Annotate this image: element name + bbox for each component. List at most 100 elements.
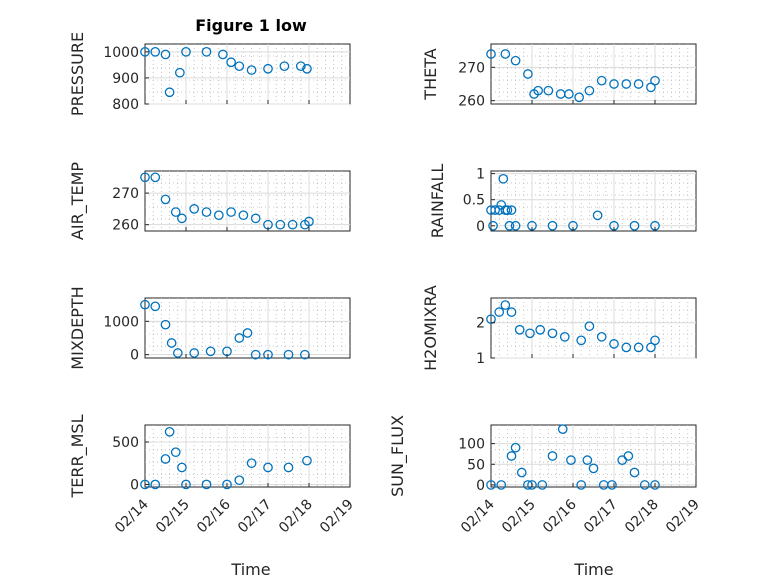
terr-msl-point [222, 479, 232, 490]
h2omixra-point [494, 307, 505, 317]
terr-msl-point [246, 458, 257, 469]
rainfall-point [506, 205, 517, 215]
air-temp-point [170, 207, 181, 217]
h2omixra-point [547, 328, 558, 339]
sun-flux-point [623, 451, 634, 461]
h2omixra-point [559, 331, 570, 342]
h2omixra-point [486, 314, 496, 325]
terr-msl-point [201, 479, 212, 490]
sun-flux-point [486, 480, 496, 490]
mixdepth-point [140, 299, 150, 310]
theta-points [486, 49, 660, 103]
rainfall-ytick-label: 0.5 [463, 193, 485, 209]
h2omixra-point [500, 300, 511, 310]
sun-flux-ytick-label: 50 [467, 457, 485, 473]
mixdepth-point [172, 348, 183, 358]
pressure-point [175, 67, 185, 78]
sun-flux-point [582, 455, 593, 465]
rainfall-points [486, 173, 660, 231]
terr-msl-points [140, 426, 312, 490]
sun-flux-ytick-label: 100 [458, 437, 485, 453]
mixdepth-point [166, 338, 177, 348]
air-temp-point [201, 207, 212, 217]
terr-msl-ytick-label: 0 [130, 477, 139, 493]
pressure-point [160, 49, 171, 60]
rainfall-ytick-label: 1 [476, 167, 485, 183]
theta-point [533, 85, 544, 96]
h2omixra-points [486, 300, 660, 353]
theta-point [510, 55, 521, 66]
air-temp-point [150, 172, 161, 183]
h2omixra-point [584, 321, 595, 332]
air-temp-point [226, 207, 236, 217]
sun-flux-point [510, 442, 521, 453]
terr-msl-point [170, 447, 181, 458]
axes-mixdepth: 0 1000 MIXDEPTH [68, 286, 351, 370]
mixdepth-ytick-label: 0 [130, 348, 139, 364]
rainfall-point [488, 220, 498, 231]
theta-point [486, 49, 496, 59]
pressure-point [295, 61, 306, 72]
pressure-ytick-label: 1000 [103, 45, 139, 61]
terr-msl-point [177, 462, 187, 473]
mixdepth-point [263, 349, 273, 360]
theta-ytick-label: 270 [458, 60, 485, 76]
air-temp-point [238, 210, 249, 221]
h2omixra-point [535, 324, 546, 335]
pressure-point [234, 61, 245, 72]
sun-flux-point [588, 463, 599, 474]
h2omixra-ytick-label: 1 [476, 351, 485, 367]
rainfall-point [504, 220, 515, 231]
mixdepth-ylabel: MIXDEPTH [68, 286, 87, 369]
axes-rainfall: 0 0.5 1 RAINFALL [428, 164, 697, 239]
air-temp-point [304, 216, 314, 227]
terr-msl-point [164, 426, 175, 437]
sun-flux-point [576, 480, 587, 490]
mixdepth-ytick-label: 1000 [103, 314, 139, 330]
pressure-point [218, 49, 228, 60]
h2omixra-point [621, 342, 632, 353]
h2omixra-ytick-label: 2 [476, 316, 485, 332]
air-temp-point [140, 172, 150, 183]
air-temp-ytick-label: 260 [112, 218, 139, 234]
theta-point [543, 85, 554, 96]
pressure-point [164, 87, 175, 98]
pressure-ytick-label: 900 [112, 71, 139, 87]
h2omixra-point [633, 342, 644, 353]
rainfall-ylabel: RAINFALL [428, 164, 447, 239]
h2omixra-point [525, 328, 535, 339]
air-temp-point [287, 219, 298, 230]
h2omixra-point [650, 335, 660, 346]
sun-flux-point [566, 455, 576, 465]
rainfall-point [490, 205, 500, 215]
sun-flux-point [607, 480, 617, 490]
sun-flux-point [527, 480, 537, 490]
sun-flux-point [639, 480, 650, 490]
figure-title: Figure 1 low [195, 16, 307, 35]
rainfall-ytick-label: 0 [476, 219, 485, 235]
air-temp-point [177, 213, 187, 224]
terr-msl-point [283, 462, 294, 473]
theta-point [650, 75, 660, 86]
axes-pressure: 800 900 1000 PRESSURE [68, 32, 351, 116]
air-temp-point [189, 204, 200, 214]
pressure-point [150, 46, 161, 57]
air-temp-ylabel: AIR_TEMP [68, 162, 88, 240]
theta-ylabel: THETA [421, 48, 440, 100]
sun-flux-point [496, 480, 507, 490]
sun-flux-point [629, 467, 640, 478]
theta-point [523, 69, 533, 79]
pressure-point [302, 63, 312, 74]
air-temp-ytick-label: 270 [112, 186, 139, 202]
sun-flux-point [547, 451, 558, 461]
sun-flux-ylabel: SUN_FLUX [388, 415, 408, 497]
air-temp-point [160, 194, 171, 205]
h2omixra-point [576, 335, 587, 346]
air-temp-point [213, 210, 224, 221]
h2omixra-point [646, 342, 656, 353]
theta-point [633, 79, 644, 89]
pressure-ytick-label: 800 [112, 97, 139, 113]
theta-point [609, 79, 619, 89]
pressure-point [263, 63, 273, 74]
